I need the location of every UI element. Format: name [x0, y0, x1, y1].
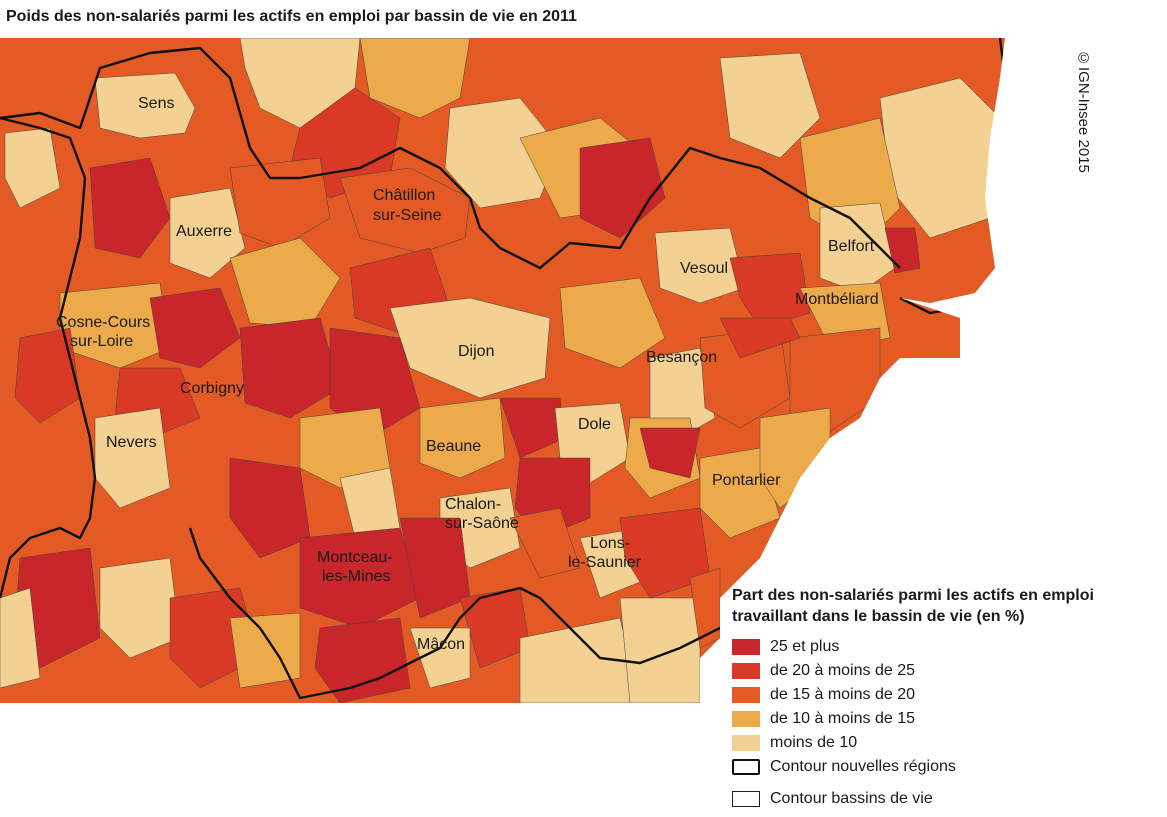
basin-tonnerre — [229, 157, 331, 249]
legend-swatch-15-20 — [732, 687, 760, 703]
city-label-montbeliard: Montbéliard — [795, 291, 879, 308]
basin-lons-east — [619, 507, 711, 599]
basin-haut-jura — [619, 597, 701, 703]
city-label-chalon-line2: sur-Saône — [445, 515, 519, 532]
outside-area — [700, 38, 1020, 703]
legend-swatch-under-10 — [732, 735, 760, 751]
basin-decize — [99, 557, 181, 659]
basin-nord-center — [359, 38, 471, 119]
legend-item-basin-contour: Contour bassins de vie — [732, 787, 1167, 811]
map-title: Poids des non-salariés parmi les actifs … — [6, 8, 577, 25]
basin-vesoul — [654, 227, 746, 304]
region-contour-north — [0, 46, 901, 270]
basin-chatillon — [339, 167, 471, 254]
legend-label-under-10: moins de 10 — [770, 734, 858, 751]
basin-bresse — [519, 617, 641, 703]
legend-title: Part des non-salariés parmi les actifs e… — [732, 587, 1094, 625]
basin-nivernais — [14, 327, 81, 424]
city-label-chatillon: Châtillon sur-Seine — [373, 187, 442, 224]
basin-regions — [0, 38, 1001, 703]
region-contour-west — [0, 116, 97, 599]
city-label-sens: Sens — [138, 95, 174, 112]
choropleth-map: Sens Auxerre Châtillon sur-Seine Cosne-C… — [0, 38, 1020, 703]
basin-langres — [579, 137, 666, 239]
basin-autun — [229, 457, 311, 559]
legend-label-basin-contour: Contour bassins de vie — [770, 790, 933, 807]
basin-louhans — [509, 507, 581, 579]
legend-item-20-25: de 20 à moins de 25 — [732, 659, 1167, 683]
city-label-cosne-line1: Cosne-Cours — [56, 314, 150, 331]
city-label-montceau-line1: Montceau- — [317, 549, 393, 566]
legend-swatch-10-15 — [732, 711, 760, 727]
basin-montbard — [229, 237, 341, 329]
legend-item-25-plus: 25 et plus — [732, 635, 1167, 659]
basin-auxerre — [169, 187, 246, 279]
legend-label-10-15: de 10 à moins de 15 — [770, 710, 915, 727]
legend-item-10-15: de 10 à moins de 15 — [732, 707, 1167, 731]
legend-swatch-region-contour — [732, 759, 760, 775]
city-label-nevers: Nevers — [106, 434, 157, 451]
basin-sw-light — [0, 587, 41, 689]
city-label-chatillon-line1: Châtillon — [373, 187, 435, 204]
legend-label-20-25: de 20 à moins de 25 — [770, 662, 915, 679]
basin-puisaye — [89, 157, 171, 259]
city-label-beaune: Beaune — [426, 438, 481, 455]
basin-montceau — [299, 527, 421, 629]
city-label-belfort: Belfort — [828, 238, 875, 255]
legend-item-under-10: moins de 10 — [732, 731, 1167, 755]
legend-swatch-25-plus — [732, 639, 760, 655]
basin-macon-west — [314, 617, 411, 703]
basin-jura-nord — [719, 317, 801, 359]
basin-gray — [559, 277, 666, 369]
basin-loue — [639, 427, 701, 479]
city-label-lons: Lons- le-Saunier — [568, 535, 642, 571]
legend-swatch-20-25 — [732, 663, 760, 679]
legend-swatch-basin-contour — [732, 791, 760, 807]
legend-label-25-plus: 25 et plus — [770, 638, 840, 655]
city-label-auxerre: Auxerre — [176, 223, 232, 240]
basin-macon — [409, 627, 471, 689]
basin-morvan-1 — [239, 317, 341, 419]
city-labels: Sens Auxerre Châtillon sur-Seine Cosne-C… — [56, 95, 879, 653]
city-label-lons-line2: le-Saunier — [568, 554, 642, 571]
legend-label-15-20: de 15 à moins de 20 — [770, 686, 915, 703]
basin-nevers — [94, 407, 171, 509]
city-label-chatillon-line2: sur-Seine — [373, 207, 442, 224]
city-label-vesoul: Vesoul — [680, 260, 728, 277]
legend-item-region-contour: Contour nouvelles régions — [732, 755, 1167, 779]
basin-belfort — [819, 202, 896, 294]
basin-beaune — [419, 397, 506, 479]
city-label-besancon: Besançon — [646, 349, 717, 366]
basin-troyes-light — [444, 97, 561, 209]
region-contour-south — [188, 527, 721, 700]
city-label-corbigny: Corbigny — [180, 380, 244, 397]
map-legend: Part des non-salariés parmi les actifs e… — [732, 585, 1167, 811]
city-label-pontarlier: Pontarlier — [712, 472, 781, 489]
city-label-cosne: Cosne-Cours sur-Loire — [56, 314, 155, 350]
city-label-chalon: Chalon- sur-Saône — [445, 496, 519, 532]
city-label-montceau: Montceau- les-Mines — [317, 549, 397, 585]
basin-clamecy — [149, 287, 241, 369]
city-label-dijon: Dijon — [458, 343, 494, 360]
basin-sens — [94, 72, 196, 139]
legend-item-15-20: de 15 à moins de 20 — [732, 683, 1167, 707]
basin-dijon — [389, 297, 551, 399]
city-label-lons-line1: Lons- — [590, 535, 630, 552]
city-label-montceau-line2: les-Mines — [322, 568, 390, 585]
basin-digoin — [229, 612, 301, 689]
legend-label-region-contour: Contour nouvelles régions — [770, 758, 956, 775]
city-label-cosne-line2: sur-Loire — [70, 333, 133, 350]
city-label-macon: Mâcon — [417, 636, 465, 653]
city-label-chalon-line1: Chalon- — [445, 496, 501, 513]
basin-morvan-2 — [329, 327, 421, 439]
copyright-label: ©IGN-Insee 2015 — [1075, 50, 1092, 173]
city-label-dole: Dole — [578, 416, 611, 433]
